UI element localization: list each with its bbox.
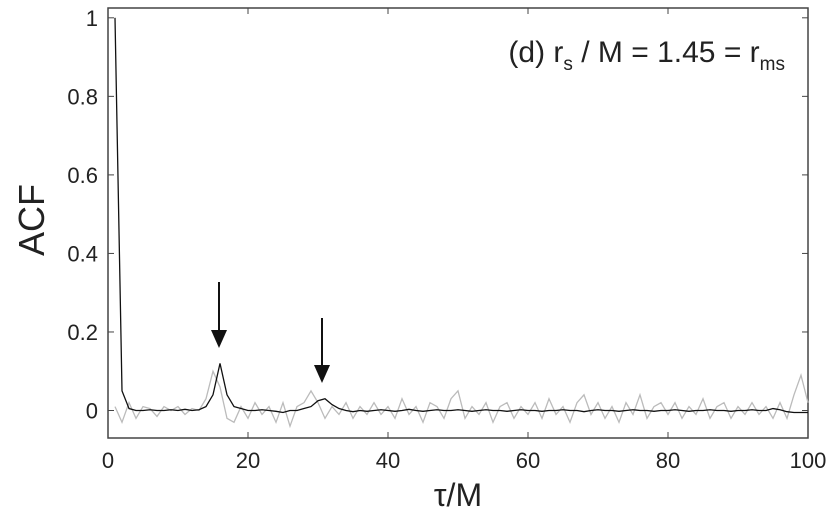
- x-tick-label: 100: [790, 448, 827, 473]
- y-axis-label: ACF: [11, 184, 52, 256]
- y-tick-label: 0.6: [67, 163, 98, 188]
- x-tick-label: 40: [376, 448, 400, 473]
- y-tick-label: 0.8: [67, 84, 98, 109]
- y-tick-label: 0.2: [67, 320, 98, 345]
- x-tick-label: 20: [236, 448, 260, 473]
- arrow: [314, 318, 330, 383]
- x-tick-label: 0: [102, 448, 114, 473]
- y-tick-label: 1: [86, 6, 98, 31]
- arrow: [211, 282, 227, 348]
- annotation-subscript: s: [563, 54, 573, 75]
- annotation-subscript: ms: [760, 54, 785, 75]
- annotation-part: (d) r: [508, 36, 563, 69]
- annotation: (d) rs / M = 1.45 = rms: [508, 36, 785, 75]
- annotation-part: / M = 1.45 = r: [573, 36, 760, 69]
- data-line: [114, 369, 809, 429]
- x-tick-label: 80: [656, 448, 680, 473]
- data-line: [114, 17, 808, 414]
- x-tick-label: 60: [516, 448, 540, 473]
- x-axis-label: τ/M: [434, 477, 482, 513]
- y-tick-label: 0: [86, 399, 98, 424]
- y-tick-label: 0.4: [67, 241, 98, 266]
- plot-frame: [107, 7, 809, 439]
